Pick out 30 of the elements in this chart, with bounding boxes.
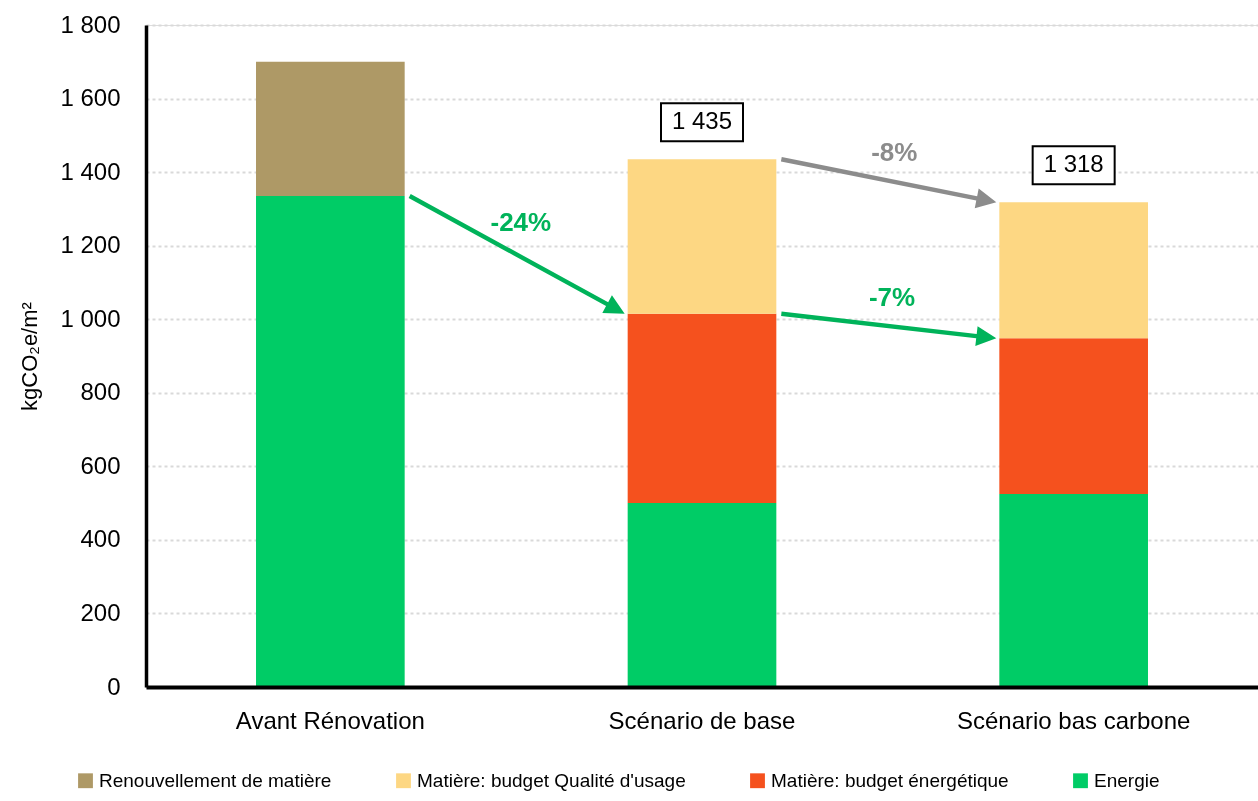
bar bbox=[999, 202, 1148, 339]
bar bbox=[256, 196, 405, 687]
y-tick-label: 0 bbox=[107, 672, 121, 700]
annotation: -24% bbox=[490, 206, 552, 237]
legend-label: Energie bbox=[1094, 769, 1160, 791]
y-tick-label: 200 bbox=[80, 598, 121, 626]
bar bbox=[999, 338, 1148, 494]
y-tick-label: 1 200 bbox=[60, 231, 121, 259]
y-tick-label: 600 bbox=[80, 451, 121, 479]
annotation: -7% bbox=[868, 282, 916, 313]
bar bbox=[627, 503, 777, 687]
x-tick-label: Scénario de base bbox=[608, 706, 796, 734]
y-tick-label: 800 bbox=[80, 378, 121, 406]
legend-label: Matière: budget énergétique bbox=[771, 769, 1009, 791]
y-tick-label: 1 400 bbox=[60, 157, 121, 185]
y-tick-label: 1 000 bbox=[60, 304, 121, 332]
annotation: -8% bbox=[871, 137, 918, 168]
y-tick-label: 1 800 bbox=[60, 10, 121, 38]
bar bbox=[256, 61, 405, 197]
bar bbox=[999, 493, 1148, 687]
legend-label: Renouvellement de matière bbox=[99, 769, 332, 791]
total-label: 1 435 bbox=[671, 107, 733, 135]
legend-label: Matière: budget Qualité d'usage bbox=[417, 769, 686, 791]
y-tick-label: 1 600 bbox=[60, 84, 121, 112]
total-label: 1 318 bbox=[1043, 150, 1104, 178]
x-tick-label: Avant Rénovation bbox=[235, 706, 425, 734]
x-tick-label: Scénario bas carbone bbox=[956, 706, 1191, 734]
y-tick-label: 400 bbox=[80, 525, 121, 553]
y-axis-title: kgCO₂e/m² bbox=[17, 302, 43, 411]
bar bbox=[627, 313, 777, 504]
